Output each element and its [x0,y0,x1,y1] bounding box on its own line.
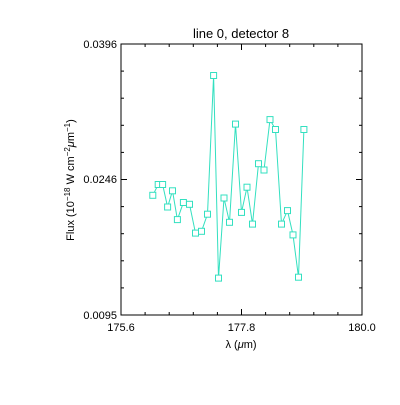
data-point-marker [210,72,218,79]
data-point-marker [249,220,256,228]
data-point-marker [149,191,157,199]
data-point-marker [186,200,193,208]
data-point-marker [266,116,274,124]
data-point-marker [260,166,268,174]
data-point-marker [289,231,297,239]
x-tick-label: 175.6 [107,322,135,334]
data-point-marker [169,187,176,195]
x-tick-label: 180.0 [348,322,376,334]
data-point-marker [243,183,251,191]
data-point-marker [159,181,167,188]
data-point-marker [198,227,205,235]
plot-area [120,43,363,316]
data-point-marker [272,126,279,133]
data-point-marker [278,220,285,228]
y-tick-label: 0.0095 [83,310,117,322]
chart-title: line 0, detector 8 [193,26,289,41]
series-layer [149,72,308,282]
data-point-marker [295,273,302,281]
y-tick-label: 0.0246 [83,174,117,186]
y-axis: 0.0095 0.0246 0.0396 [83,39,362,322]
data-point-marker [226,218,233,226]
data-point-marker [300,126,308,133]
x-axis: 175.6 177.8 180.0 [107,44,376,334]
data-point-marker [238,208,245,216]
y-tick-label: 0.0396 [83,39,117,51]
x-tick-label: 177.8 [228,322,256,334]
data-point-marker [215,274,222,282]
data-point-marker [232,120,239,128]
data-point-marker [220,194,228,202]
data-point-marker [192,229,199,237]
x-axis-label: λ (μm) [225,339,256,351]
y-axis-label: Flux (10−18 W cm−2μm−1) [63,119,77,241]
data-point-marker [179,199,187,206]
data-point-marker [255,160,262,168]
data-point-marker [164,203,172,211]
data-point-marker [173,216,181,224]
plot-frame [120,43,363,316]
data-point-marker [204,210,211,218]
series-line [152,75,305,279]
data-point-marker [284,207,291,215]
